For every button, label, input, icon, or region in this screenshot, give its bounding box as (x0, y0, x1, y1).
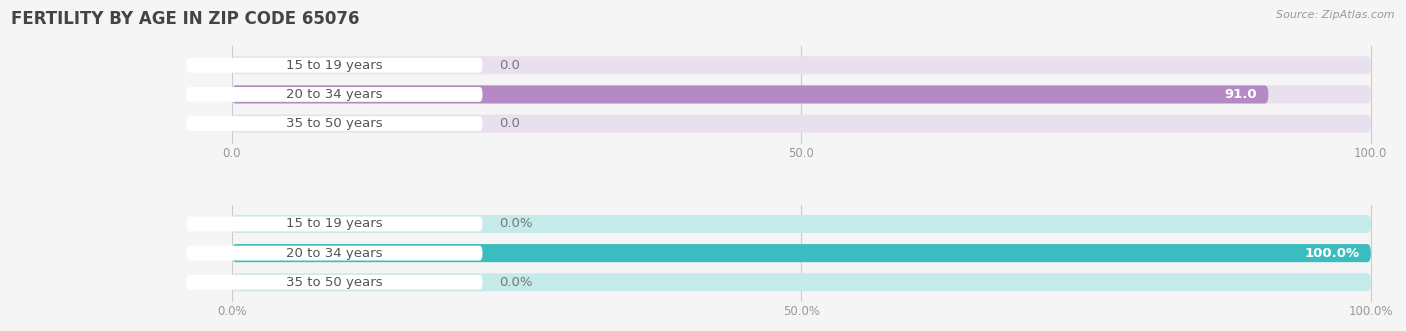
Text: 0.0%: 0.0% (499, 217, 533, 230)
Text: 35 to 50 years: 35 to 50 years (287, 117, 382, 130)
Text: 20 to 34 years: 20 to 34 years (287, 247, 382, 260)
Text: 0.0%: 0.0% (499, 276, 533, 289)
FancyBboxPatch shape (232, 273, 1371, 291)
FancyBboxPatch shape (187, 116, 482, 131)
FancyBboxPatch shape (232, 244, 1371, 262)
FancyBboxPatch shape (232, 215, 1371, 233)
FancyBboxPatch shape (187, 275, 482, 290)
Text: 91.0: 91.0 (1225, 88, 1257, 101)
Text: 0.0: 0.0 (499, 117, 520, 130)
Text: 20 to 34 years: 20 to 34 years (287, 88, 382, 101)
FancyBboxPatch shape (232, 244, 1371, 262)
FancyBboxPatch shape (232, 56, 1371, 74)
Text: 0.0: 0.0 (499, 59, 520, 72)
Text: 15 to 19 years: 15 to 19 years (287, 217, 382, 230)
Text: 35 to 50 years: 35 to 50 years (287, 276, 382, 289)
Text: 15 to 19 years: 15 to 19 years (287, 59, 382, 72)
FancyBboxPatch shape (187, 58, 482, 73)
FancyBboxPatch shape (232, 115, 1371, 133)
Text: Source: ZipAtlas.com: Source: ZipAtlas.com (1277, 10, 1395, 20)
FancyBboxPatch shape (187, 216, 482, 231)
FancyBboxPatch shape (232, 85, 1371, 104)
FancyBboxPatch shape (187, 87, 482, 102)
FancyBboxPatch shape (232, 85, 1268, 104)
Text: FERTILITY BY AGE IN ZIP CODE 65076: FERTILITY BY AGE IN ZIP CODE 65076 (11, 10, 360, 28)
Text: 100.0%: 100.0% (1305, 247, 1360, 260)
FancyBboxPatch shape (187, 246, 482, 260)
